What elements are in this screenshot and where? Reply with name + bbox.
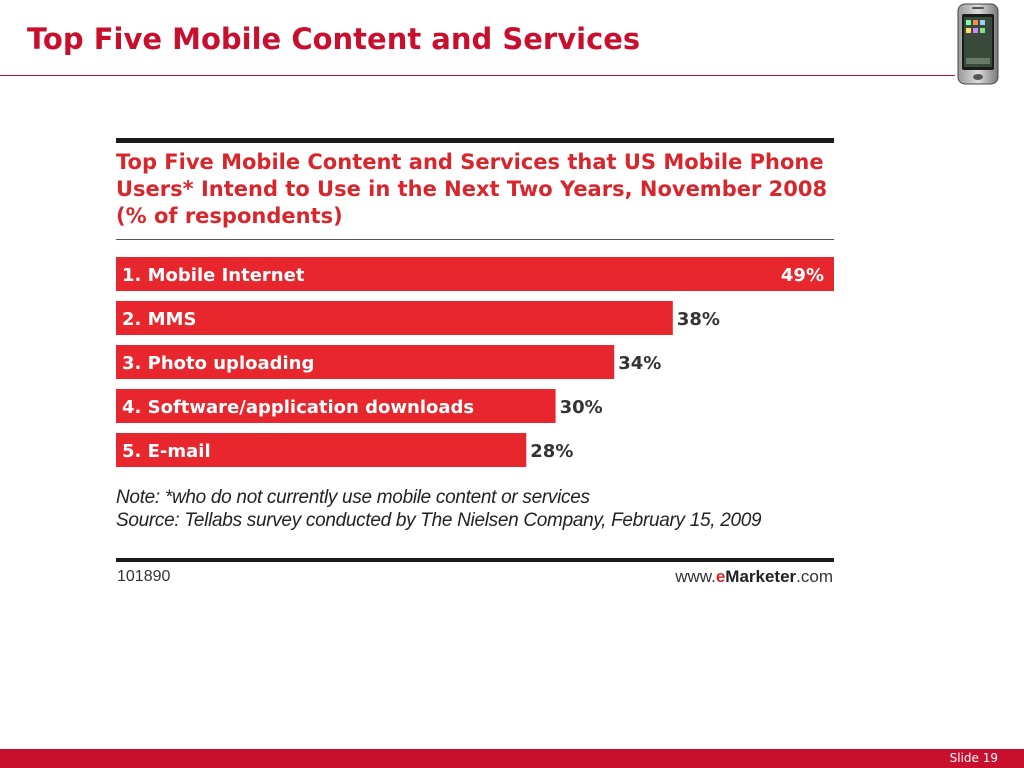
bar-value-5: 28% — [530, 441, 573, 462]
bar-label-1: 1. Mobile Internet — [122, 265, 305, 286]
bar-3 — [116, 345, 615, 379]
bar-label-5: 5. E-mail — [122, 441, 211, 462]
chart-notes: Note: *who do not currently use mobile c… — [116, 486, 834, 532]
bar-value-3: 34% — [618, 353, 661, 374]
smartphone-icon — [957, 3, 999, 85]
chart-source: Source: Tellabs survey conducted by The … — [116, 510, 762, 531]
title-divider — [0, 75, 955, 76]
chart-note: Note: *who do not currently use mobile c… — [116, 487, 590, 508]
bar-2 — [116, 301, 673, 335]
chart-title: Top Five Mobile Content and Services tha… — [116, 150, 828, 228]
chart-id: 101890 — [117, 568, 171, 585]
footer-bar — [0, 749, 1024, 768]
bar-label-2: 2. MMS — [122, 309, 196, 330]
bar-1 — [116, 257, 834, 291]
bar-value-2: 38% — [677, 309, 720, 330]
brand-name: Marketer — [725, 567, 797, 586]
bar-label-3: 3. Photo uploading — [122, 353, 314, 374]
bar-value-1: 49% — [781, 265, 824, 286]
bar-5 — [116, 433, 527, 467]
brand-accent: e — [715, 567, 726, 586]
bar-4 — [116, 389, 556, 423]
slide-title: Top Five Mobile Content and Services — [27, 22, 641, 56]
slide-number: Slide 19 — [949, 751, 998, 765]
chart-title-divider — [116, 239, 834, 240]
bar-label-4: 4. Software/application downloads — [122, 397, 474, 418]
emarketer-logo: www.eMarketer.com — [655, 567, 833, 587]
brand-suffix: .com — [796, 567, 833, 586]
chart-bottom-border — [116, 558, 834, 562]
brand-prefix: www. — [675, 567, 716, 586]
chart-top-border — [116, 138, 834, 143]
bar-value-4: 30% — [560, 397, 603, 418]
